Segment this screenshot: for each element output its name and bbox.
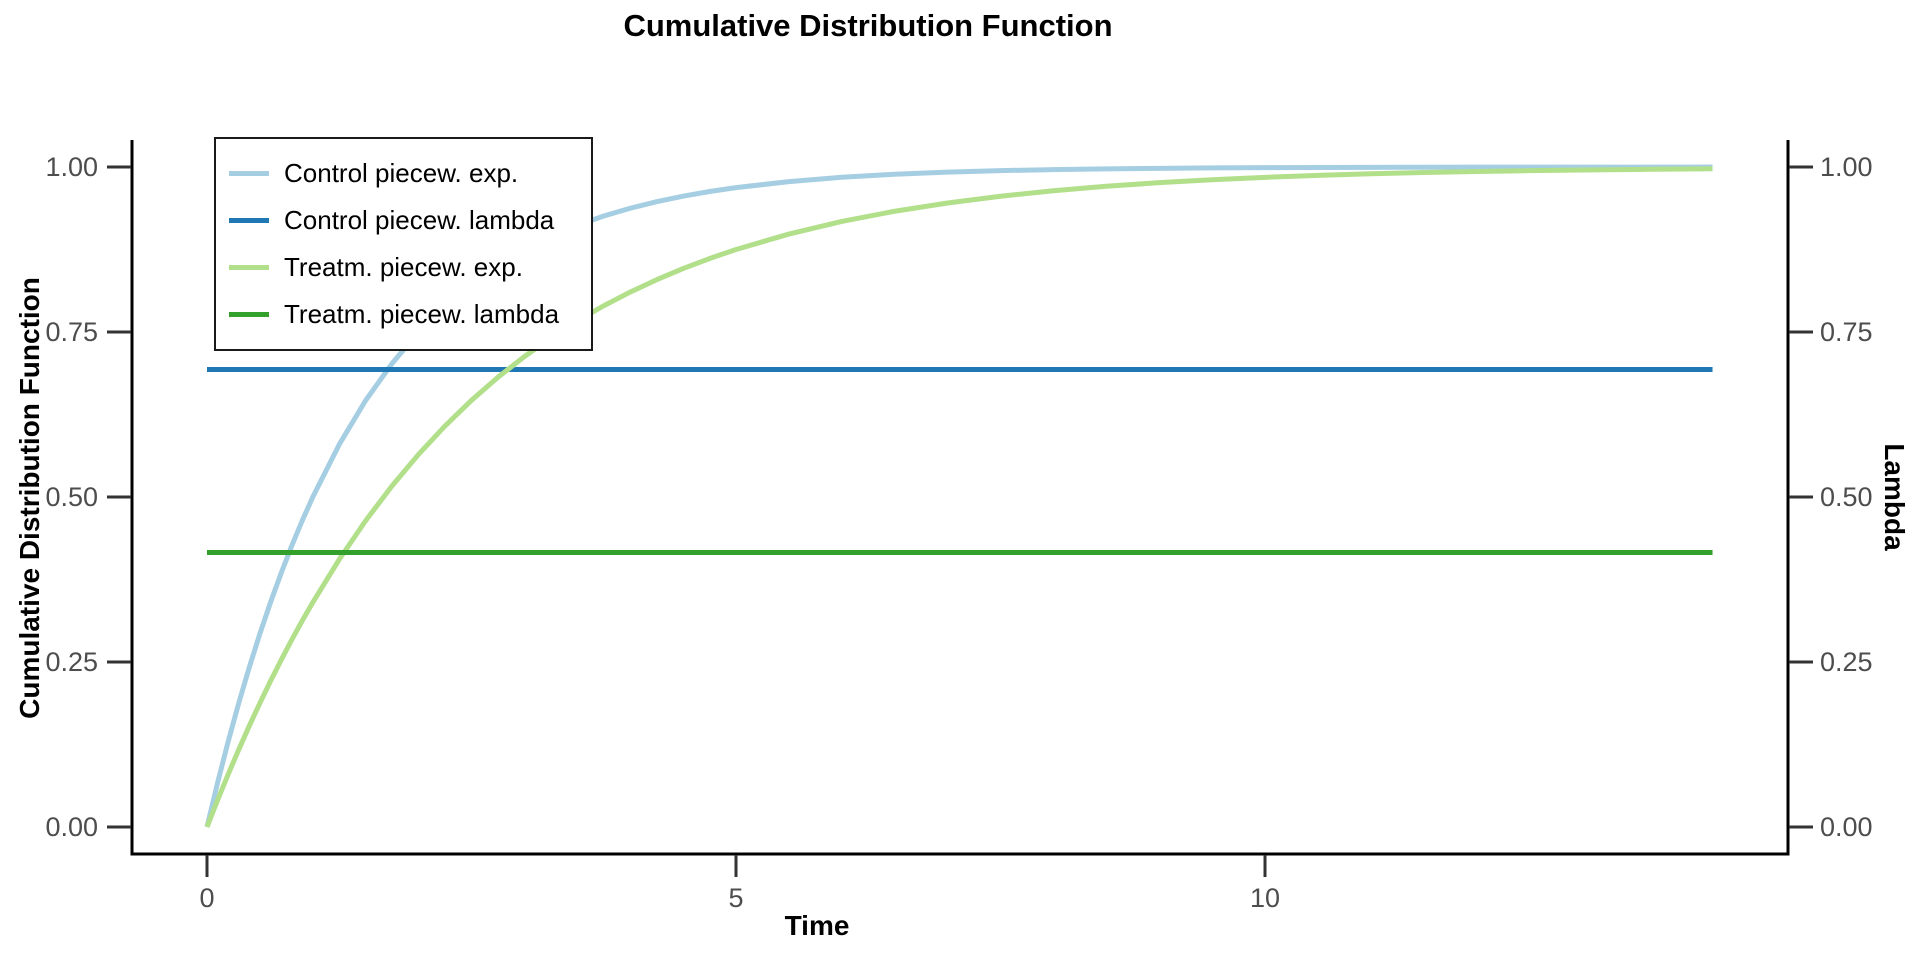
legend-row-control-exp: Control piecew. exp. <box>229 150 591 197</box>
x-tick-label: 10 <box>1249 883 1281 913</box>
x-axis-title: Time <box>784 910 850 941</box>
y-tick-label-left: 0.00 <box>45 812 98 842</box>
legend-row-treatm-exp: Treatm. piecew. exp. <box>229 244 591 291</box>
legend-label: Treatm. piecew. exp. <box>284 252 523 282</box>
plot-title: Cumulative Distribution Function <box>623 8 1113 43</box>
legend-label: Control piecew. exp. <box>284 158 519 188</box>
y-tick-label-left: 1.00 <box>45 152 98 182</box>
legend: Control piecew. exp. Control piecew. lamb… <box>214 137 593 351</box>
curve-control-exp <box>204 164 1713 828</box>
legend-label: Control piecew. lambda <box>284 205 555 235</box>
legend-row-treatm-lambda: Treatm. piecew. lambda <box>229 291 591 338</box>
series-lines <box>204 164 1713 828</box>
tick-marks <box>107 165 1813 877</box>
y-tick-label-left: 0.75 <box>45 317 98 347</box>
y-tick-label-right: 0.50 <box>1820 482 1873 512</box>
y-tick-label-left: 0.50 <box>45 482 98 512</box>
legend-key-control-lambda <box>229 218 269 223</box>
legend-key-treatm-lambda <box>229 312 269 317</box>
curve-treatm-exp <box>204 166 1713 828</box>
x-tick-label: 5 <box>728 883 744 913</box>
x-tick-label: 0 <box>199 883 215 913</box>
y-tick-label-right: 1.00 <box>1820 152 1873 182</box>
legend-key-control-exp <box>229 171 269 176</box>
y-tick-label-right: 0.00 <box>1820 812 1873 842</box>
y-axis-title-left: Cumulative Distribution Function <box>14 277 45 719</box>
y-tick-label-right: 0.25 <box>1820 647 1873 677</box>
y-tick-label-right: 0.75 <box>1820 317 1873 347</box>
legend-key-treatm-exp <box>229 265 269 270</box>
y-tick-label-left: 0.25 <box>45 647 98 677</box>
legend-row-control-lambda: Control piecew. lambda <box>229 197 591 244</box>
legend-label: Treatm. piecew. lambda <box>284 299 560 329</box>
y-axis-title-right: Lambda <box>1879 443 1910 551</box>
